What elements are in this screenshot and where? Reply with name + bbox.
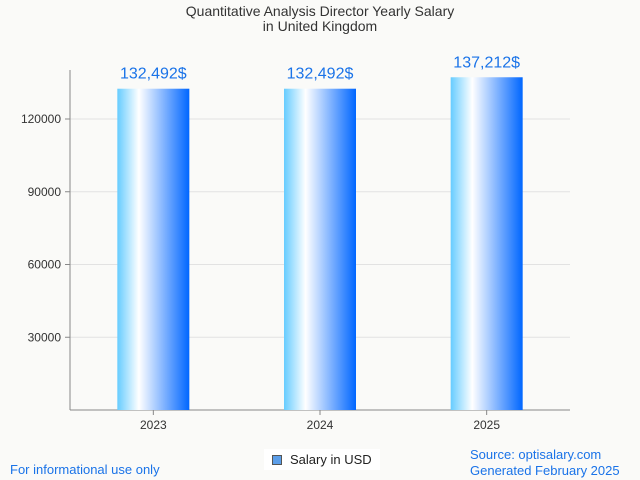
y-tick-label: 90000 xyxy=(28,185,62,199)
generated-date: Generated February 2025 xyxy=(470,463,620,478)
bar-2023 xyxy=(117,88,190,410)
legend-label: Salary in USD xyxy=(290,452,372,467)
data-label: 132,492$ xyxy=(287,66,354,83)
data-label: 137,212$ xyxy=(453,54,520,71)
source-link[interactable]: Source: optisalary.com xyxy=(470,447,602,462)
bar-2024 xyxy=(284,88,356,410)
x-tick-label: 2023 xyxy=(140,418,167,432)
legend: Salary in USD xyxy=(264,449,380,470)
x-tick-label: 2025 xyxy=(473,418,500,432)
chart-title: Quantitative Analysis Director Yearly Sa… xyxy=(0,4,640,34)
source-info: Source: optisalary.com Generated Februar… xyxy=(470,447,620,479)
chart-title-line: Quantitative Analysis Director Yearly Sa… xyxy=(185,3,455,19)
legend-swatch xyxy=(272,454,282,465)
x-tick-label: 2024 xyxy=(307,418,334,432)
y-tick-label: 60000 xyxy=(28,258,62,272)
bar-2025 xyxy=(450,77,523,411)
y-tick-label: 120000 xyxy=(21,112,61,126)
chart-subtitle: in United Kingdom xyxy=(262,18,378,34)
y-tick-label: 30000 xyxy=(28,330,62,344)
data-label: 132,492$ xyxy=(120,66,187,83)
disclaimer: For informational use only xyxy=(10,462,160,477)
